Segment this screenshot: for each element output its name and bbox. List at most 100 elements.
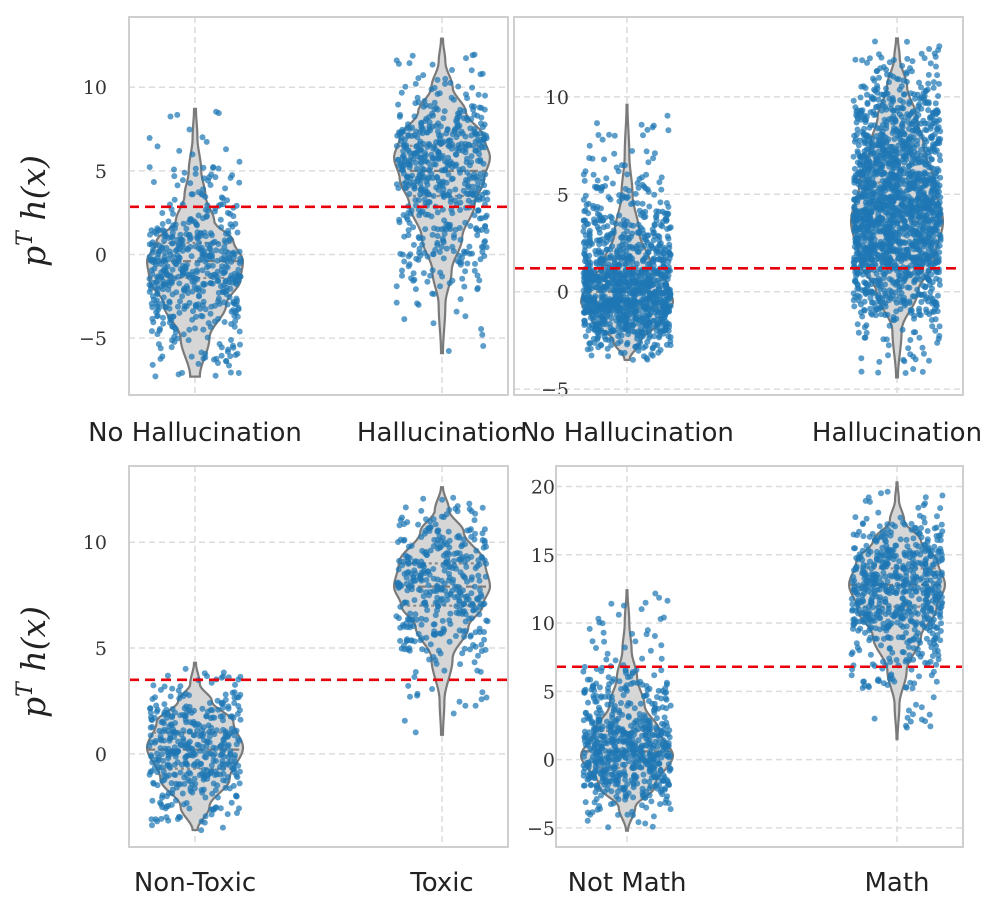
data-point [904, 38, 910, 45]
data-point [650, 155, 657, 162]
data-point [405, 560, 412, 567]
data-point [412, 80, 419, 87]
data-point [176, 280, 183, 287]
data-point [481, 540, 488, 546]
data-point [581, 294, 588, 301]
data-point [593, 251, 600, 258]
data-point [199, 134, 206, 141]
data-point [901, 130, 908, 137]
data-point [854, 148, 861, 155]
data-point [854, 292, 861, 299]
data-point [456, 193, 463, 200]
data-point [437, 140, 444, 147]
data-point [875, 369, 882, 376]
data-point [927, 289, 934, 295]
data-point [215, 278, 222, 285]
data-point [642, 208, 649, 215]
data-point [912, 356, 919, 363]
data-point [909, 293, 916, 300]
data-point [446, 617, 453, 624]
data-point [869, 182, 876, 189]
data-point [168, 780, 175, 787]
data-point [221, 252, 228, 259]
data-point [215, 295, 222, 302]
data-point [590, 171, 597, 178]
data-point [148, 739, 155, 746]
data-point [157, 686, 164, 693]
data-point [194, 269, 200, 276]
data-point [461, 633, 468, 640]
data-point [237, 341, 243, 348]
data-point [395, 539, 401, 545]
data-point [189, 151, 196, 158]
data-point [198, 818, 205, 825]
data-point [235, 277, 242, 284]
data-point [851, 303, 858, 310]
data-point [859, 107, 866, 114]
data-point [218, 283, 224, 290]
data-point [185, 337, 192, 344]
data-point [456, 698, 463, 705]
data-point [897, 171, 904, 178]
data-point [396, 216, 403, 223]
data-point [231, 689, 238, 696]
data-point [862, 334, 869, 341]
data-point [649, 823, 656, 830]
data-point [176, 309, 183, 316]
data-point [449, 243, 456, 250]
data-point [405, 227, 412, 234]
data-point [645, 271, 651, 278]
data-point [226, 362, 232, 369]
data-point [596, 212, 603, 218]
data-point [474, 232, 481, 239]
data-point [407, 210, 414, 217]
data-point [861, 306, 868, 313]
data-point [883, 336, 890, 343]
data-point [223, 358, 229, 364]
data-point [616, 315, 622, 322]
data-point [932, 100, 939, 107]
data-point [412, 729, 419, 736]
data-point [210, 806, 216, 813]
data-point [915, 189, 922, 196]
data-point [471, 583, 478, 590]
data-point [851, 204, 857, 211]
data-point [912, 125, 919, 132]
data-point [213, 771, 220, 778]
data-point [665, 127, 672, 134]
data-point [453, 565, 460, 572]
violin-hallucination [849, 37, 945, 379]
data-point [198, 349, 205, 356]
data-point [201, 670, 208, 677]
data-point [659, 307, 665, 314]
data-point [468, 590, 475, 597]
data-point [472, 147, 479, 154]
data-point [588, 285, 595, 292]
data-point [414, 300, 421, 307]
data-point [646, 203, 653, 210]
data-point [658, 186, 665, 193]
data-point [160, 768, 167, 775]
data-point [180, 331, 187, 338]
data-point [442, 80, 448, 87]
data-point [469, 84, 476, 91]
data-point [665, 235, 672, 242]
data-point [472, 702, 479, 709]
data-point [401, 536, 408, 543]
data-point [165, 790, 172, 797]
data-point [175, 273, 182, 280]
data-point [148, 300, 155, 307]
data-point [927, 207, 934, 213]
data-point [434, 91, 441, 97]
data-point [397, 637, 404, 644]
data-point [901, 153, 908, 160]
data-point [628, 297, 635, 304]
data-point [154, 331, 161, 338]
data-point [877, 298, 884, 305]
data-point [909, 58, 916, 65]
data-point [449, 587, 456, 594]
data-point [933, 269, 940, 276]
data-point [223, 146, 229, 153]
data-point [901, 204, 908, 211]
data-point [906, 125, 912, 132]
